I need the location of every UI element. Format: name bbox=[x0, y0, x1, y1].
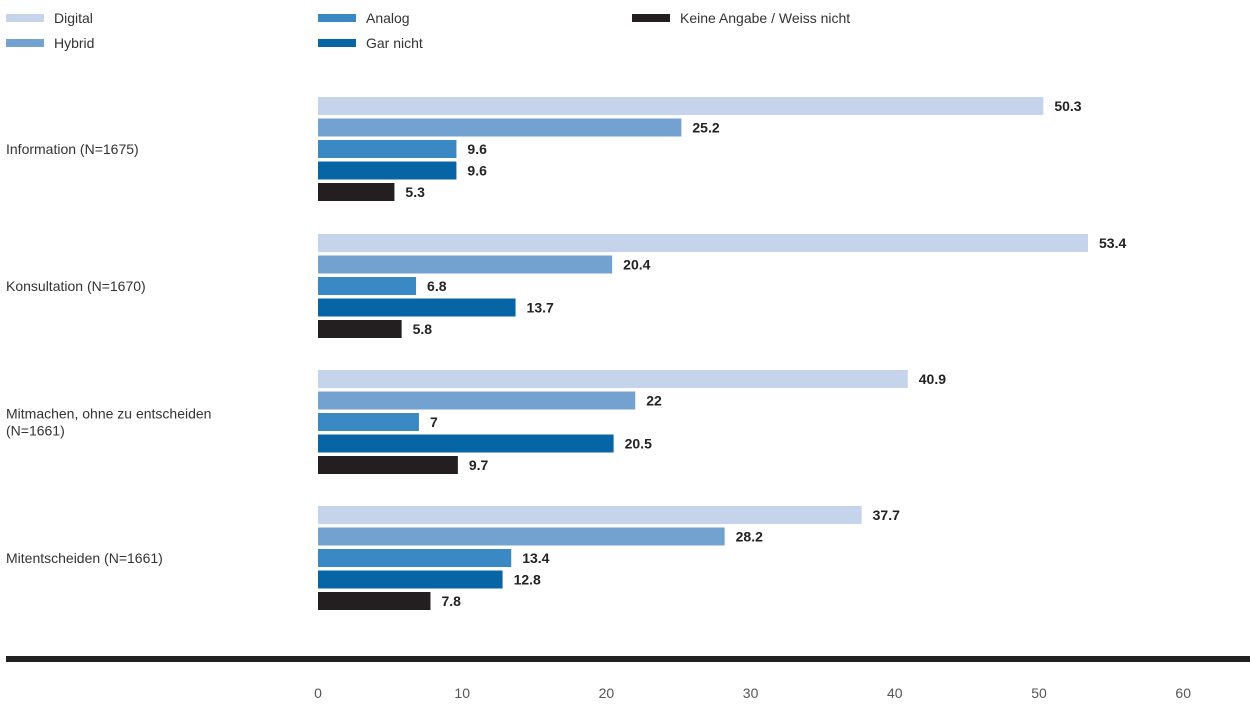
x-tick-label: 40 bbox=[887, 685, 903, 701]
bar-hybrid bbox=[318, 391, 636, 410]
value-label-digital: 50.3 bbox=[1054, 98, 1081, 114]
bar-keine-angabe-weiss-nicht bbox=[318, 320, 402, 338]
legend-item-hybrid: Hybrid bbox=[6, 35, 94, 51]
bar-analog bbox=[318, 140, 457, 158]
bar-digital bbox=[318, 234, 1089, 252]
bars bbox=[318, 97, 1089, 610]
x-tick-label: 60 bbox=[1175, 685, 1191, 701]
legend-swatch-analog bbox=[318, 14, 356, 22]
value-label-analog: 13.4 bbox=[522, 550, 549, 566]
bar-gar-nicht bbox=[318, 570, 503, 589]
bar-digital bbox=[318, 97, 1044, 115]
value-label-digital: 37.7 bbox=[873, 507, 900, 523]
legend-swatch-gar-nicht bbox=[318, 39, 356, 47]
bar-analog bbox=[318, 549, 512, 567]
bar-gar-nicht bbox=[318, 434, 614, 453]
value-label-gar-nicht: 13.7 bbox=[527, 300, 554, 316]
bar-keine-angabe-weiss-nicht bbox=[318, 183, 395, 201]
legend-swatch-digital bbox=[6, 14, 44, 22]
legend: Digital Hybrid Analog Gar nicht Keine Angabe… bbox=[6, 10, 850, 51]
legend-item-analog: Analog bbox=[318, 10, 410, 26]
bar-analog bbox=[318, 277, 417, 295]
value-label-analog: 9.6 bbox=[467, 141, 487, 157]
bar-hybrid bbox=[318, 255, 613, 274]
bar-keine-angabe-weiss-nicht bbox=[318, 456, 458, 474]
x-tick-label: 20 bbox=[599, 685, 615, 701]
x-axis-line bbox=[6, 656, 1250, 662]
category-label: Mitentscheiden (N=1661) bbox=[6, 550, 163, 566]
bar-hybrid bbox=[318, 118, 682, 137]
legend-swatch-hybrid bbox=[6, 39, 44, 47]
x-tick-label: 0 bbox=[314, 685, 322, 701]
legend-label-analog: Analog bbox=[366, 10, 410, 26]
bar-gar-nicht bbox=[318, 161, 457, 180]
value-label-gar-nicht: 20.5 bbox=[625, 436, 652, 452]
x-axis: 0 10 20 30 40 50 60 bbox=[6, 656, 1250, 701]
value-label-keine-angabe-weiss-nicht: 9.7 bbox=[469, 457, 489, 473]
category-label: Information (N=1675) bbox=[6, 141, 139, 157]
bar-gar-nicht bbox=[318, 298, 516, 317]
x-tick-label: 50 bbox=[1031, 685, 1047, 701]
legend-swatch-keine-angabe-weiss-nicht bbox=[632, 14, 670, 22]
x-tick-label: 10 bbox=[454, 685, 470, 701]
value-labels: 50.3 25.2 9.6 9.6 5.3 53.4 20.4 6.8 13.7 5.8 40.9 2… bbox=[405, 98, 1126, 609]
value-label-keine-angabe-weiss-nicht: 5.8 bbox=[413, 321, 433, 337]
value-label-gar-nicht: 9.6 bbox=[467, 163, 487, 179]
legend-label-digital: Digital bbox=[54, 10, 93, 26]
x-tick-label: 30 bbox=[743, 685, 759, 701]
value-label-analog: 6.8 bbox=[427, 278, 447, 294]
category-label: Mitmachen, ohne zu entscheiden (N=1661) bbox=[6, 406, 211, 439]
bar-digital bbox=[318, 506, 862, 524]
legend-label-gar-nicht: Gar nicht bbox=[366, 35, 423, 51]
bar-analog bbox=[318, 413, 419, 431]
legend-label-hybrid: Hybrid bbox=[54, 35, 94, 51]
legend-label-keine-angabe-weiss-nicht: Keine Angabe / Weiss nicht bbox=[680, 10, 850, 26]
legend-item-gar-nicht: Gar nicht bbox=[318, 35, 423, 51]
category-label: Konsultation (N=1670) bbox=[6, 278, 146, 294]
legend-item-digital: Digital bbox=[6, 10, 93, 26]
value-label-hybrid: 20.4 bbox=[623, 257, 650, 273]
value-label-digital: 40.9 bbox=[919, 371, 946, 387]
value-label-hybrid: 22 bbox=[646, 393, 662, 409]
value-label-gar-nicht: 12.8 bbox=[514, 572, 541, 588]
value-label-hybrid: 25.2 bbox=[692, 120, 719, 136]
value-label-hybrid: 28.2 bbox=[736, 529, 763, 545]
legend-item-keine-angabe-weiss-nicht: Keine Angabe / Weiss nicht bbox=[632, 10, 850, 26]
bar-hybrid bbox=[318, 527, 725, 546]
value-label-keine-angabe-weiss-nicht: 7.8 bbox=[441, 593, 461, 609]
value-label-analog: 7 bbox=[430, 414, 438, 430]
category-labels: Information (N=1675) Konsultation (N=1670… bbox=[6, 141, 211, 566]
bar-keine-angabe-weiss-nicht bbox=[318, 592, 431, 610]
value-label-digital: 53.4 bbox=[1099, 235, 1126, 251]
bar-digital bbox=[318, 370, 908, 388]
value-label-keine-angabe-weiss-nicht: 5.3 bbox=[405, 184, 425, 200]
